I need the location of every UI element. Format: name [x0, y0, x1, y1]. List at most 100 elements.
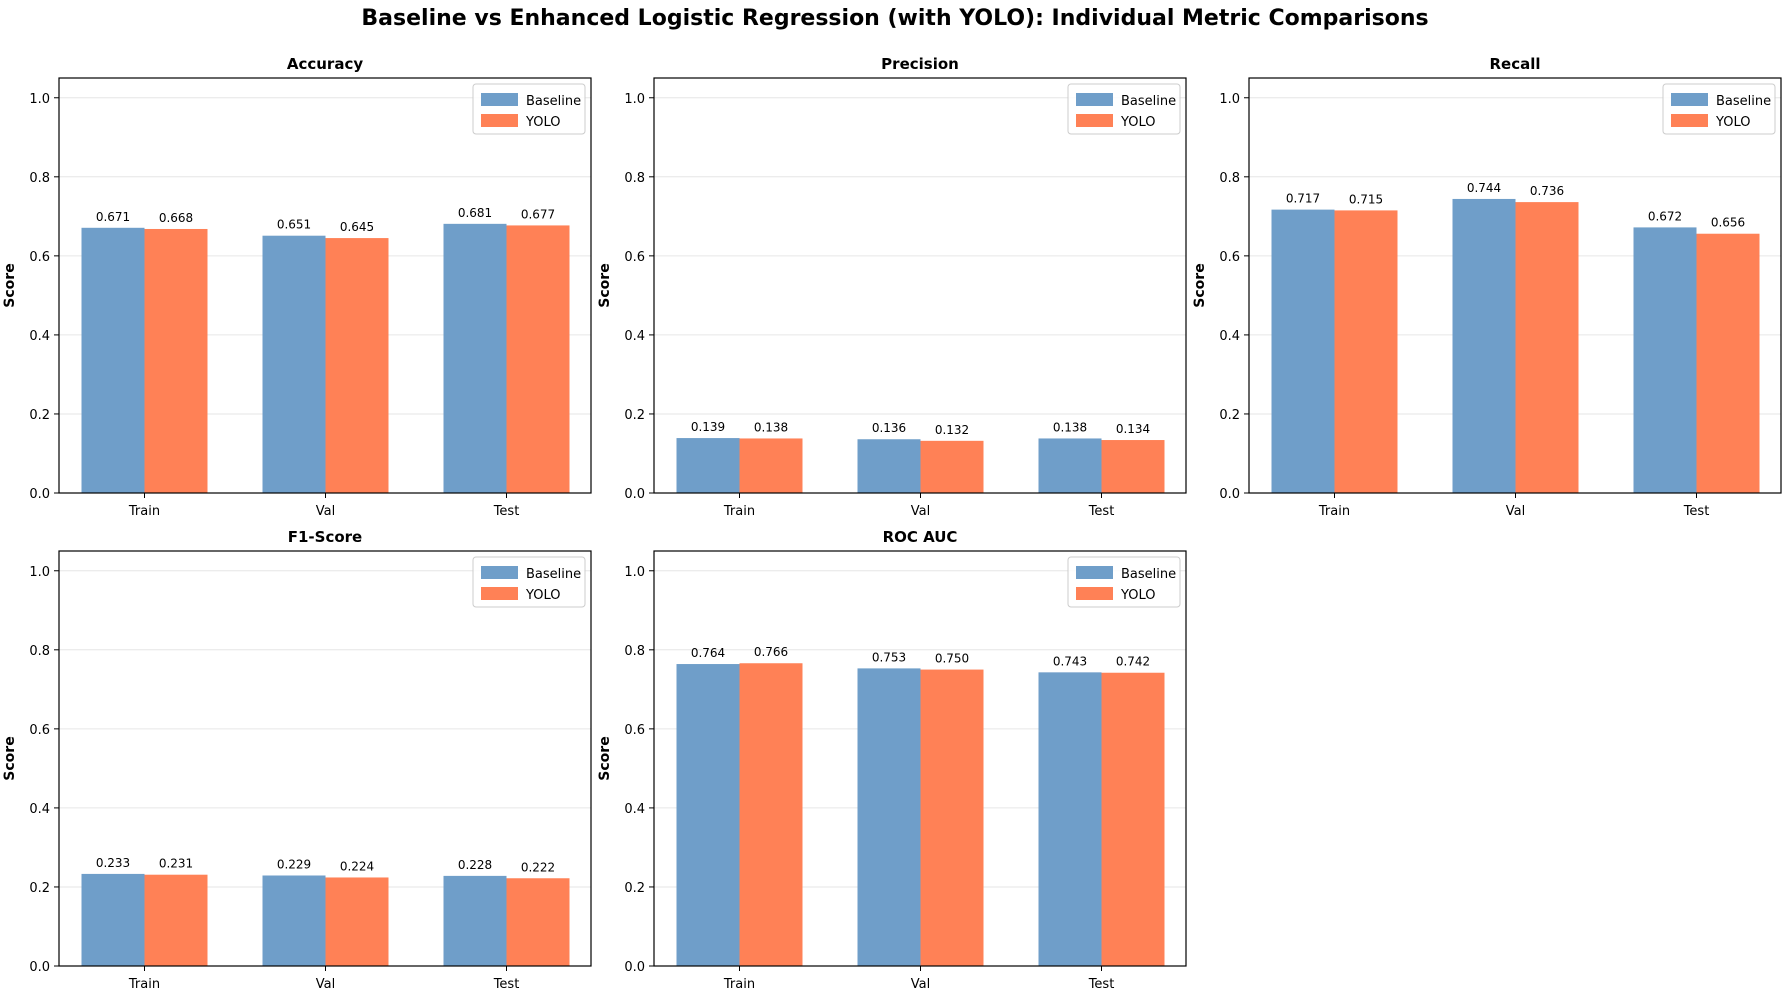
- y-tick-label: 1.0: [1219, 92, 1240, 107]
- data-label: 0.715: [1349, 192, 1383, 206]
- bar-baseline-train: [1271, 209, 1335, 493]
- legend-swatch-baseline: [1076, 93, 1113, 106]
- data-label: 0.736: [1530, 184, 1564, 198]
- legend-swatch-baseline: [1671, 93, 1708, 106]
- data-label: 0.681: [458, 206, 492, 220]
- x-tick-label: Val: [911, 977, 930, 992]
- x-tick-label: Val: [316, 504, 335, 519]
- chart-panel-2: 0.0 0.2 0.4 0.6 0.8 1.0 0.139 0.138 Train 0.136 0.…: [597, 55, 1187, 519]
- legend-label-yolo: YOLO: [525, 115, 560, 130]
- legend-swatch-yolo: [1076, 587, 1113, 600]
- data-label: 0.764: [691, 646, 725, 660]
- legend-label-yolo: YOLO: [1120, 588, 1155, 603]
- legend-label-yolo: YOLO: [1715, 115, 1750, 130]
- y-axis-label: Score: [597, 736, 613, 780]
- legend-label-baseline: Baseline: [1716, 94, 1771, 109]
- x-tick-label: Val: [911, 504, 930, 519]
- data-label: 0.677: [521, 207, 555, 221]
- bar-yolo-test: [1101, 440, 1165, 493]
- axes-frame: [58, 550, 592, 967]
- bar-baseline-train: [676, 438, 740, 493]
- x-tick-label: Test: [493, 977, 520, 992]
- bar-yolo-train: [739, 663, 803, 966]
- axes-frame: [58, 77, 592, 494]
- data-label: 0.672: [1648, 209, 1682, 223]
- data-label: 0.651: [277, 218, 311, 232]
- bar-baseline-val: [1452, 198, 1516, 493]
- x-tick-label: Test: [493, 504, 520, 519]
- legend-swatch-yolo: [1671, 114, 1708, 127]
- bar-baseline-test: [1633, 227, 1697, 493]
- y-tick-label: 0.4: [29, 329, 50, 344]
- legend-swatch-yolo: [481, 587, 518, 600]
- legend-label-baseline: Baseline: [526, 567, 581, 582]
- data-label: 0.132: [935, 423, 969, 437]
- y-tick-label: 0.0: [29, 487, 50, 502]
- legend-swatch-yolo: [481, 114, 518, 127]
- bar-yolo-test: [1696, 233, 1760, 493]
- y-tick-label: 0.0: [624, 487, 645, 502]
- data-label: 0.656: [1711, 216, 1745, 230]
- y-tick-label: 0.8: [29, 171, 50, 186]
- legend-swatch-baseline: [481, 93, 518, 106]
- legend-swatch-baseline: [1076, 566, 1113, 579]
- legend-label-baseline: Baseline: [526, 94, 581, 109]
- bar-baseline-val: [262, 875, 326, 966]
- x-tick-label: Val: [316, 977, 335, 992]
- data-label: 0.717: [1286, 192, 1320, 206]
- bar-yolo-val: [920, 440, 984, 493]
- y-tick-label: 0.6: [29, 723, 50, 738]
- y-axis-label: Score: [2, 263, 18, 307]
- bar-yolo-test: [506, 225, 570, 493]
- axes-frame: [653, 550, 1187, 967]
- bar-yolo-test: [1101, 672, 1165, 966]
- bar-yolo-val: [1515, 202, 1579, 493]
- legend-swatch-yolo: [1076, 114, 1113, 127]
- data-label: 0.139: [691, 420, 725, 434]
- y-tick-label: 0.2: [29, 881, 50, 896]
- y-tick-label: 0.2: [624, 408, 645, 423]
- y-tick-label: 1.0: [624, 92, 645, 107]
- y-tick-label: 0.8: [1219, 171, 1240, 186]
- data-label: 0.671: [96, 210, 130, 224]
- legend: Baseline YOLO: [472, 556, 586, 608]
- bar-yolo-train: [1334, 210, 1398, 493]
- y-tick-label: 0.2: [624, 881, 645, 896]
- chart-title: F1-Score: [288, 528, 362, 546]
- y-tick-label: 0.8: [29, 644, 50, 659]
- bar-baseline-val: [857, 668, 921, 966]
- data-label: 0.744: [1467, 181, 1501, 195]
- x-tick-label: Train: [1318, 504, 1350, 519]
- y-tick-label: 0.8: [624, 644, 645, 659]
- y-tick-label: 0.2: [1219, 408, 1240, 423]
- y-tick-label: 0.6: [624, 250, 645, 265]
- legend-label-yolo: YOLO: [1120, 115, 1155, 130]
- x-tick-label: Train: [723, 977, 755, 992]
- chart-title: Recall: [1489, 55, 1540, 73]
- legend-label-yolo: YOLO: [525, 588, 560, 603]
- chart-title: ROC AUC: [883, 528, 958, 546]
- chart-title: Precision: [881, 55, 959, 73]
- y-axis-label: Score: [2, 736, 18, 780]
- bar-baseline-train: [81, 227, 145, 494]
- data-label: 0.766: [754, 645, 788, 659]
- chart-panel-5: 0.0 0.2 0.4 0.6 0.8 1.0 0.764 0.766 Train 0.753 0.…: [597, 528, 1187, 992]
- y-tick-label: 0.0: [1219, 487, 1240, 502]
- data-label: 0.231: [159, 857, 193, 871]
- bar-baseline-test: [1038, 438, 1102, 493]
- data-label: 0.228: [458, 858, 492, 872]
- bar-baseline-val: [857, 439, 921, 493]
- bar-yolo-test: [506, 878, 570, 966]
- data-label: 0.742: [1116, 655, 1150, 669]
- bar-yolo-train: [144, 228, 208, 493]
- data-label: 0.138: [1053, 420, 1087, 434]
- data-label: 0.750: [935, 652, 969, 666]
- axes-frame: [1248, 77, 1782, 494]
- bar-baseline-val: [262, 235, 326, 493]
- bar-baseline-test: [1038, 672, 1102, 966]
- chart-panel-4: 0.0 0.2 0.4 0.6 0.8 1.0 0.233 0.231 Train 0.229 0.…: [2, 528, 592, 992]
- bar-baseline-test: [443, 875, 507, 966]
- x-tick-label: Train: [723, 504, 755, 519]
